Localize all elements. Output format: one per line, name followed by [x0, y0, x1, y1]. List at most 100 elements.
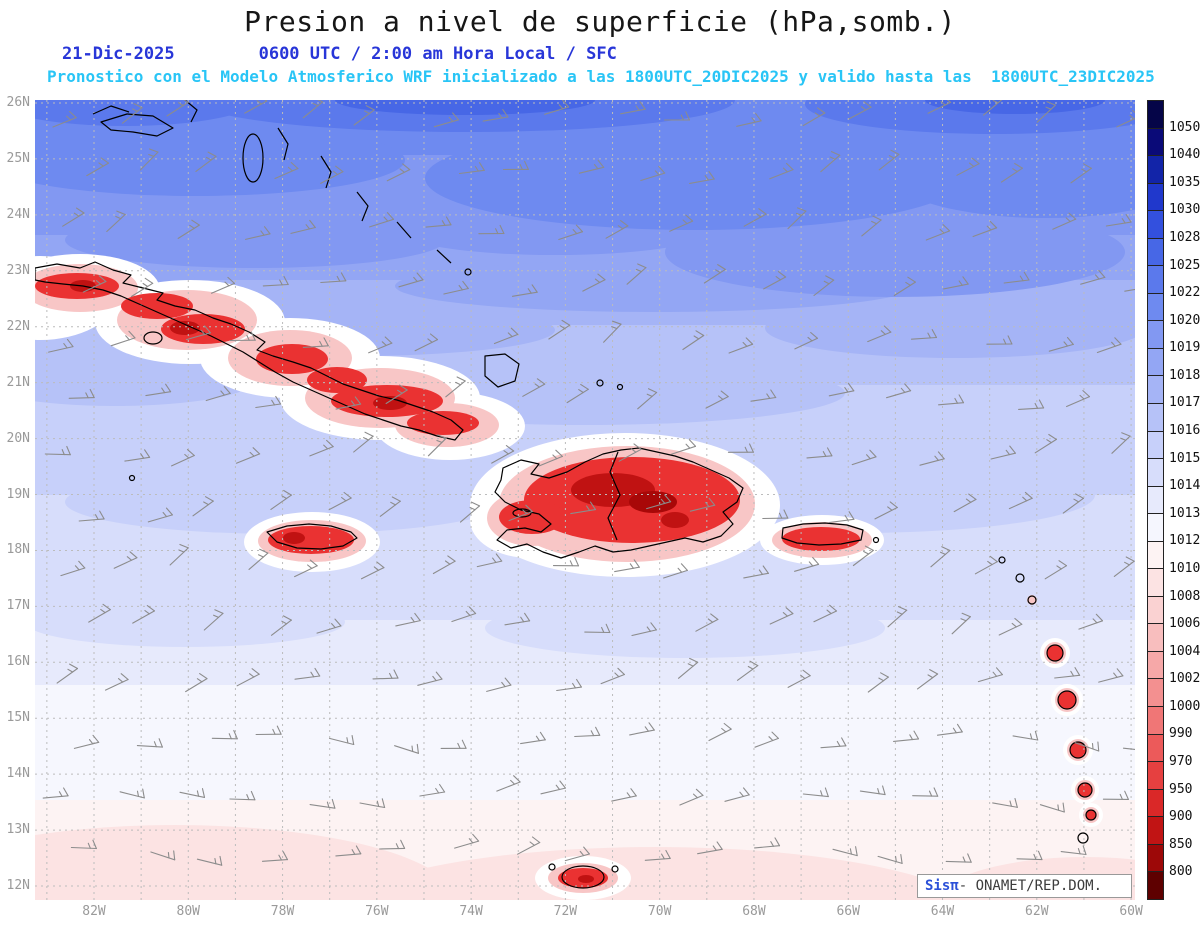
- cat-island-coastline: [320, 155, 332, 189]
- hispaniola-coastline: [494, 447, 744, 559]
- colorbar-segment: [1148, 872, 1163, 899]
- date-label: 21-Dic-2025: [62, 44, 175, 64]
- colorbar-labels: 1050 1040 1035 1030 1028 1025 1022 1020 1019 1018…: [1169, 100, 1200, 900]
- colorbar-segment: [1148, 156, 1163, 184]
- lat-tick-label: 16N: [6, 654, 30, 670]
- pressure-shading-layer: [35, 100, 1135, 900]
- colorbar-segment: [1148, 238, 1163, 267]
- colorbar-segment: [1148, 514, 1163, 542]
- st-lucia-coastline: [1077, 782, 1093, 798]
- colorbar-segment: [1148, 404, 1163, 432]
- colorbar-label: 950: [1169, 781, 1193, 797]
- coastlines-layer: [35, 100, 1097, 889]
- colorbar-segment: [1148, 211, 1163, 239]
- colorbar-label: 1017: [1169, 395, 1200, 411]
- lon-tick-label: 74W: [459, 904, 483, 919]
- bonaire-coastline: [611, 865, 619, 873]
- colorbar-segment: [1148, 101, 1163, 129]
- lon-tick-label: 72W: [553, 904, 578, 919]
- colorbar-label: 1000: [1169, 698, 1200, 714]
- colorbar-label: 1019: [1169, 340, 1200, 356]
- abaco-coastline: [184, 100, 198, 123]
- colorbar-label: 1013: [1169, 505, 1200, 521]
- puerto-rico-coastline: [781, 522, 864, 546]
- antigua-coastline: [998, 556, 1006, 564]
- andros-coastline: [242, 133, 264, 183]
- lat-tick-label: 26N: [6, 95, 30, 110]
- longitude-axis: 82W 80W 78W 76W 74W 72W 70W 68W 66W 64W 62W 60W: [35, 904, 1143, 922]
- latitude-axis: 26N 25N 24N 23N 22N 21N 20N 19N 18N 17N 16N 15N 14N 1…: [0, 95, 33, 900]
- lat-tick-label: 21N: [6, 374, 30, 390]
- wind-barbs-layer: [42, 100, 1135, 866]
- isla-juventud-coastline: [143, 331, 163, 345]
- page-title: Presion a nivel de superficie (hPa,somb.…: [244, 5, 956, 38]
- colorbar-label: 1040: [1169, 147, 1200, 163]
- lat-tick-label: 20N: [6, 430, 30, 446]
- colorbar-label: 1030: [1169, 202, 1200, 218]
- colorbar-label: 1002: [1169, 671, 1200, 687]
- lesser-antilles-coastline: [1015, 573, 1025, 583]
- colorbar-label: 1006: [1169, 616, 1200, 632]
- colorbar-label: 1035: [1169, 174, 1200, 190]
- colorbar-label: 1018: [1169, 367, 1200, 383]
- lat-tick-label: 13N: [6, 822, 30, 838]
- colorbar-label: 1014: [1169, 478, 1200, 494]
- lat-tick-label: 18N: [6, 542, 30, 558]
- forecast-model-line: Pronostico con el Modelo Atmosferico WRF…: [47, 67, 1155, 86]
- lon-tick-label: 70W: [647, 904, 672, 919]
- lat-tick-label: 25N: [6, 150, 30, 166]
- colorbar-segment: [1148, 486, 1163, 515]
- martinique-coastline: [1069, 741, 1087, 759]
- colorbar-label: 800: [1169, 864, 1193, 880]
- eleuthera-coastline: [277, 127, 289, 161]
- colorbar-label: 1028: [1169, 229, 1200, 245]
- small-island-coastline: [464, 268, 472, 276]
- lat-tick-label: 23N: [6, 262, 30, 278]
- watermark-org: - ONAMET/REP.DOM.: [958, 878, 1103, 894]
- long-island-coastline: [356, 191, 369, 222]
- colorbar-label: 1022: [1169, 285, 1200, 301]
- colorbar-label: 900: [1169, 809, 1193, 825]
- colorbar-segment: [1148, 266, 1163, 294]
- colorbar-segment: [1148, 321, 1163, 349]
- lon-tick-label: 82W: [82, 904, 106, 919]
- colorbar-segment: [1148, 348, 1163, 377]
- colorbar-segment: [1148, 707, 1163, 735]
- colorbar-label: 1016: [1169, 423, 1200, 439]
- lat-tick-label: 22N: [6, 318, 30, 334]
- colorbar-label: 1004: [1169, 643, 1200, 659]
- colorbar-segment: [1148, 431, 1163, 460]
- lat-tick-label: 12N: [6, 878, 30, 894]
- lon-tick-label: 80W: [176, 904, 200, 919]
- colorbar-segment: [1148, 789, 1163, 818]
- lat-tick-label: 14N: [6, 766, 30, 782]
- lon-tick-label: 62W: [1025, 904, 1049, 919]
- colorbar-label: 1020: [1169, 312, 1200, 328]
- lat-tick-label: 15N: [6, 710, 30, 726]
- turks-coastline: [596, 379, 604, 387]
- valid-time-label: 0600 UTC / 2:00 am Hora Local / SFC: [258, 44, 617, 64]
- lat-tick-label: 17N: [6, 598, 30, 614]
- colorbar-label: 1012: [1169, 533, 1200, 549]
- dominica-coastline: [1057, 690, 1077, 710]
- colorbar-segment: [1148, 596, 1163, 625]
- lesser-antilles-coastline: [1027, 595, 1037, 605]
- colorbar-segment: [1148, 679, 1163, 708]
- colorbar-segment: [1148, 624, 1163, 652]
- datetime-line: 21-Dic-2025 0600 UTC / 2:00 am Hora Local…: [62, 44, 617, 64]
- lon-tick-label: 64W: [930, 904, 955, 919]
- colorbar-label: 1008: [1169, 588, 1200, 604]
- grand-bahama-coastline: [100, 113, 174, 137]
- colorbar-segment: [1148, 817, 1163, 845]
- colorbar-segment: [1148, 844, 1163, 873]
- colorbar-label: 970: [1169, 754, 1193, 770]
- colorbar-label: 1015: [1169, 450, 1200, 466]
- colorbar-label: 1010: [1169, 560, 1200, 576]
- colorbar-segment: [1148, 569, 1163, 597]
- colorbar: [1147, 100, 1164, 900]
- lon-tick-label: 68W: [742, 904, 766, 919]
- gonave-coastline: [512, 508, 532, 518]
- watermark-box: Sisπ - ONAMET/REP.DOM.: [917, 874, 1132, 898]
- grenada-coastline: [1077, 832, 1089, 844]
